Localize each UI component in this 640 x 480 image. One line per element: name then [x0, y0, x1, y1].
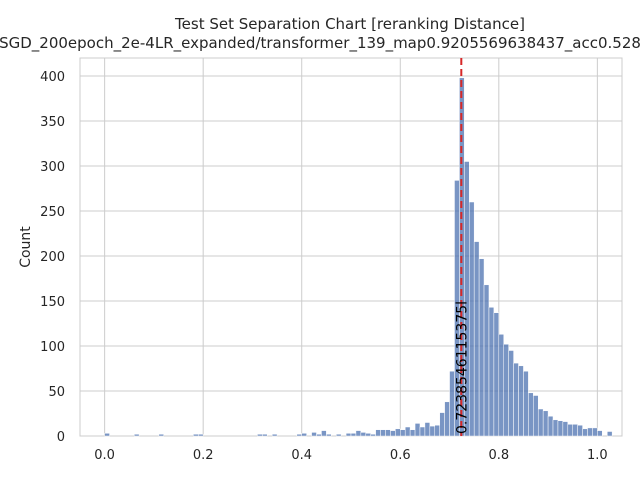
histogram-bar [355, 430, 362, 437]
histogram-bar [400, 429, 406, 437]
chart-title: Test Set Separation Chart [reranking Dis… [174, 15, 525, 33]
histogram-bar [193, 433, 199, 437]
histogram-bar [345, 433, 352, 437]
y-tick-label: 100 [40, 340, 65, 355]
histogram-bar [271, 433, 278, 437]
y-tick-label: 400 [40, 70, 65, 85]
histogram-bar [444, 401, 450, 437]
histogram-bar [390, 430, 396, 437]
x-tick-label: 0.2 [193, 448, 214, 463]
threshold-label: 0.7238546115375l [454, 301, 470, 434]
histogram-bar [503, 343, 509, 437]
histogram-bar [360, 432, 367, 437]
plot-area [79, 57, 623, 437]
histogram-bar [311, 432, 317, 437]
histogram-bar [577, 424, 583, 437]
x-axis-ticks: 0.0 0.2 0.4 0.6 0.8 1.0 [94, 448, 607, 463]
x-tick-label: 0.6 [390, 448, 411, 463]
histogram-bar [572, 424, 578, 437]
histogram-bar [326, 433, 332, 437]
y-tick-label: 300 [40, 160, 65, 175]
histogram-bar [429, 425, 436, 437]
histogram-bar [414, 423, 421, 437]
histogram-bar [557, 420, 564, 437]
histogram-bar [513, 362, 519, 437]
histogram-bar [483, 284, 490, 437]
x-tick-label: 1.0 [587, 448, 608, 463]
histogram-bar [493, 312, 500, 437]
histogram-bar [508, 350, 514, 437]
histogram-bar [606, 431, 613, 437]
y-tick-label: 200 [40, 250, 65, 265]
histogram-bar [365, 433, 371, 437]
histogram-bar [533, 395, 539, 437]
y-axis-label: Count [18, 226, 34, 268]
histogram-bar [528, 392, 534, 437]
histogram-bar [537, 408, 544, 437]
histogram-bar [301, 433, 307, 437]
histogram-bar [567, 424, 573, 437]
histogram-bar [385, 429, 391, 437]
histogram-bar [424, 422, 431, 437]
y-tick-label: 0 [57, 430, 65, 445]
histogram-bar [316, 433, 322, 437]
chart-subtitle: SGD_200epoch_2e-4LR_expanded/transformer… [0, 34, 640, 53]
histogram-bar [488, 307, 495, 437]
histogram-bar [380, 429, 386, 437]
histogram-bar [434, 424, 440, 437]
histogram-bar [409, 429, 416, 437]
histogram-bar [198, 433, 204, 437]
y-tick-label: 350 [40, 115, 65, 130]
histogram-bar [370, 433, 376, 437]
histogram-bar [547, 415, 554, 437]
histogram-bar [518, 365, 524, 437]
histogram-bar [375, 429, 381, 437]
histogram-bar [597, 430, 603, 437]
histogram-bar [133, 433, 140, 437]
histogram-bar [335, 433, 342, 437]
y-tick-label: 50 [48, 385, 65, 400]
grid-lines [80, 58, 622, 437]
y-tick-label: 150 [40, 295, 65, 310]
histogram-bar [395, 428, 401, 437]
histogram-bar [587, 427, 593, 437]
histogram-bar [296, 433, 302, 437]
y-tick-label: 250 [40, 205, 65, 220]
x-tick-label: 0.8 [488, 448, 509, 463]
histogram-bar [473, 241, 480, 437]
histogram-bar [542, 410, 549, 437]
y-axis-ticks: 0 50 100 150 200 250 300 350 400 [40, 70, 65, 445]
histogram-bar [478, 258, 485, 437]
histogram-bar [552, 419, 559, 437]
histogram-bar [262, 433, 268, 437]
histogram-bar [498, 334, 504, 437]
histogram-bar [321, 430, 327, 437]
histogram-bar [158, 433, 165, 437]
histogram-bar [257, 433, 263, 437]
histogram-bar [404, 426, 411, 437]
histogram-bar [104, 433, 110, 437]
histogram-bar [523, 370, 529, 437]
histogram-bar [592, 427, 598, 437]
histogram-bar [439, 412, 445, 437]
histogram-bar [350, 433, 357, 437]
x-tick-label: 0.4 [291, 448, 312, 463]
histogram-bar [582, 428, 588, 437]
histogram-bar [419, 426, 426, 437]
histogram-bar [562, 421, 569, 437]
x-tick-label: 0.0 [94, 448, 115, 463]
